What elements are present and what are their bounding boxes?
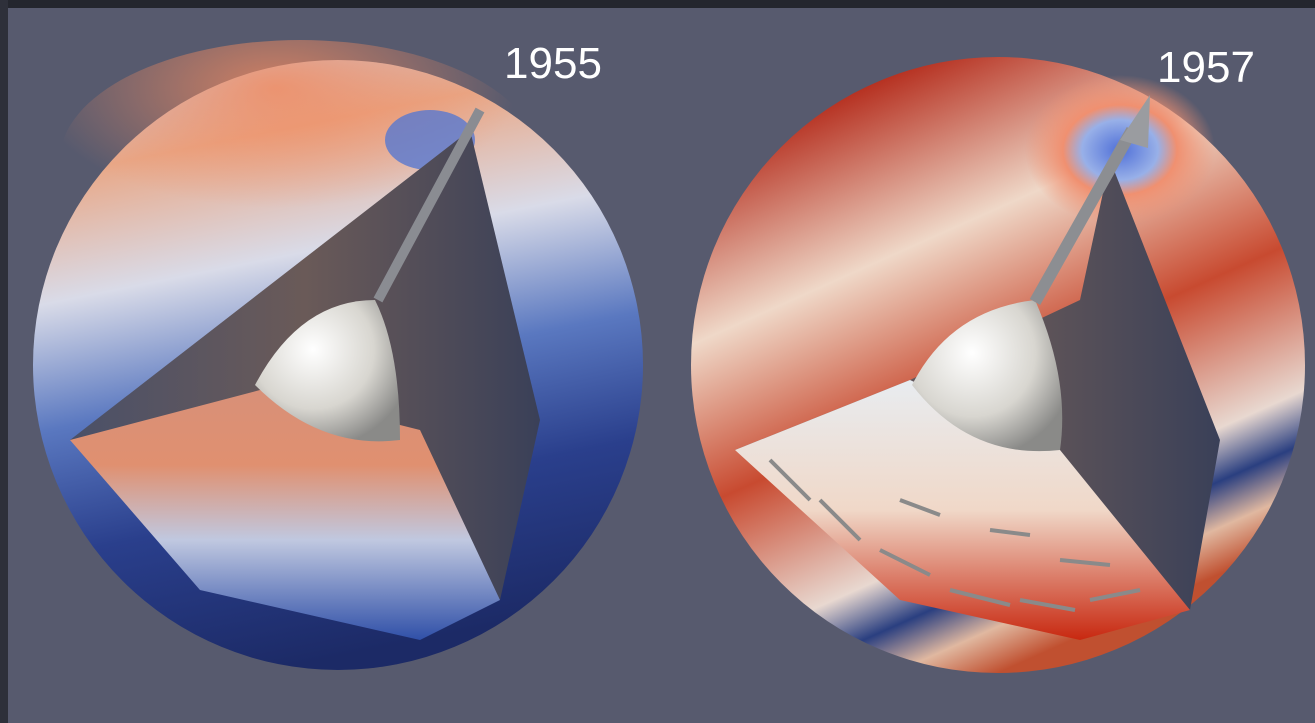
top-border <box>0 0 1315 8</box>
sphere-1957 <box>691 57 1305 673</box>
left-border <box>0 0 8 723</box>
year-label: 1957 <box>1157 43 1255 92</box>
year-label: 1955 <box>504 39 602 88</box>
sphere-1955 <box>33 40 643 670</box>
